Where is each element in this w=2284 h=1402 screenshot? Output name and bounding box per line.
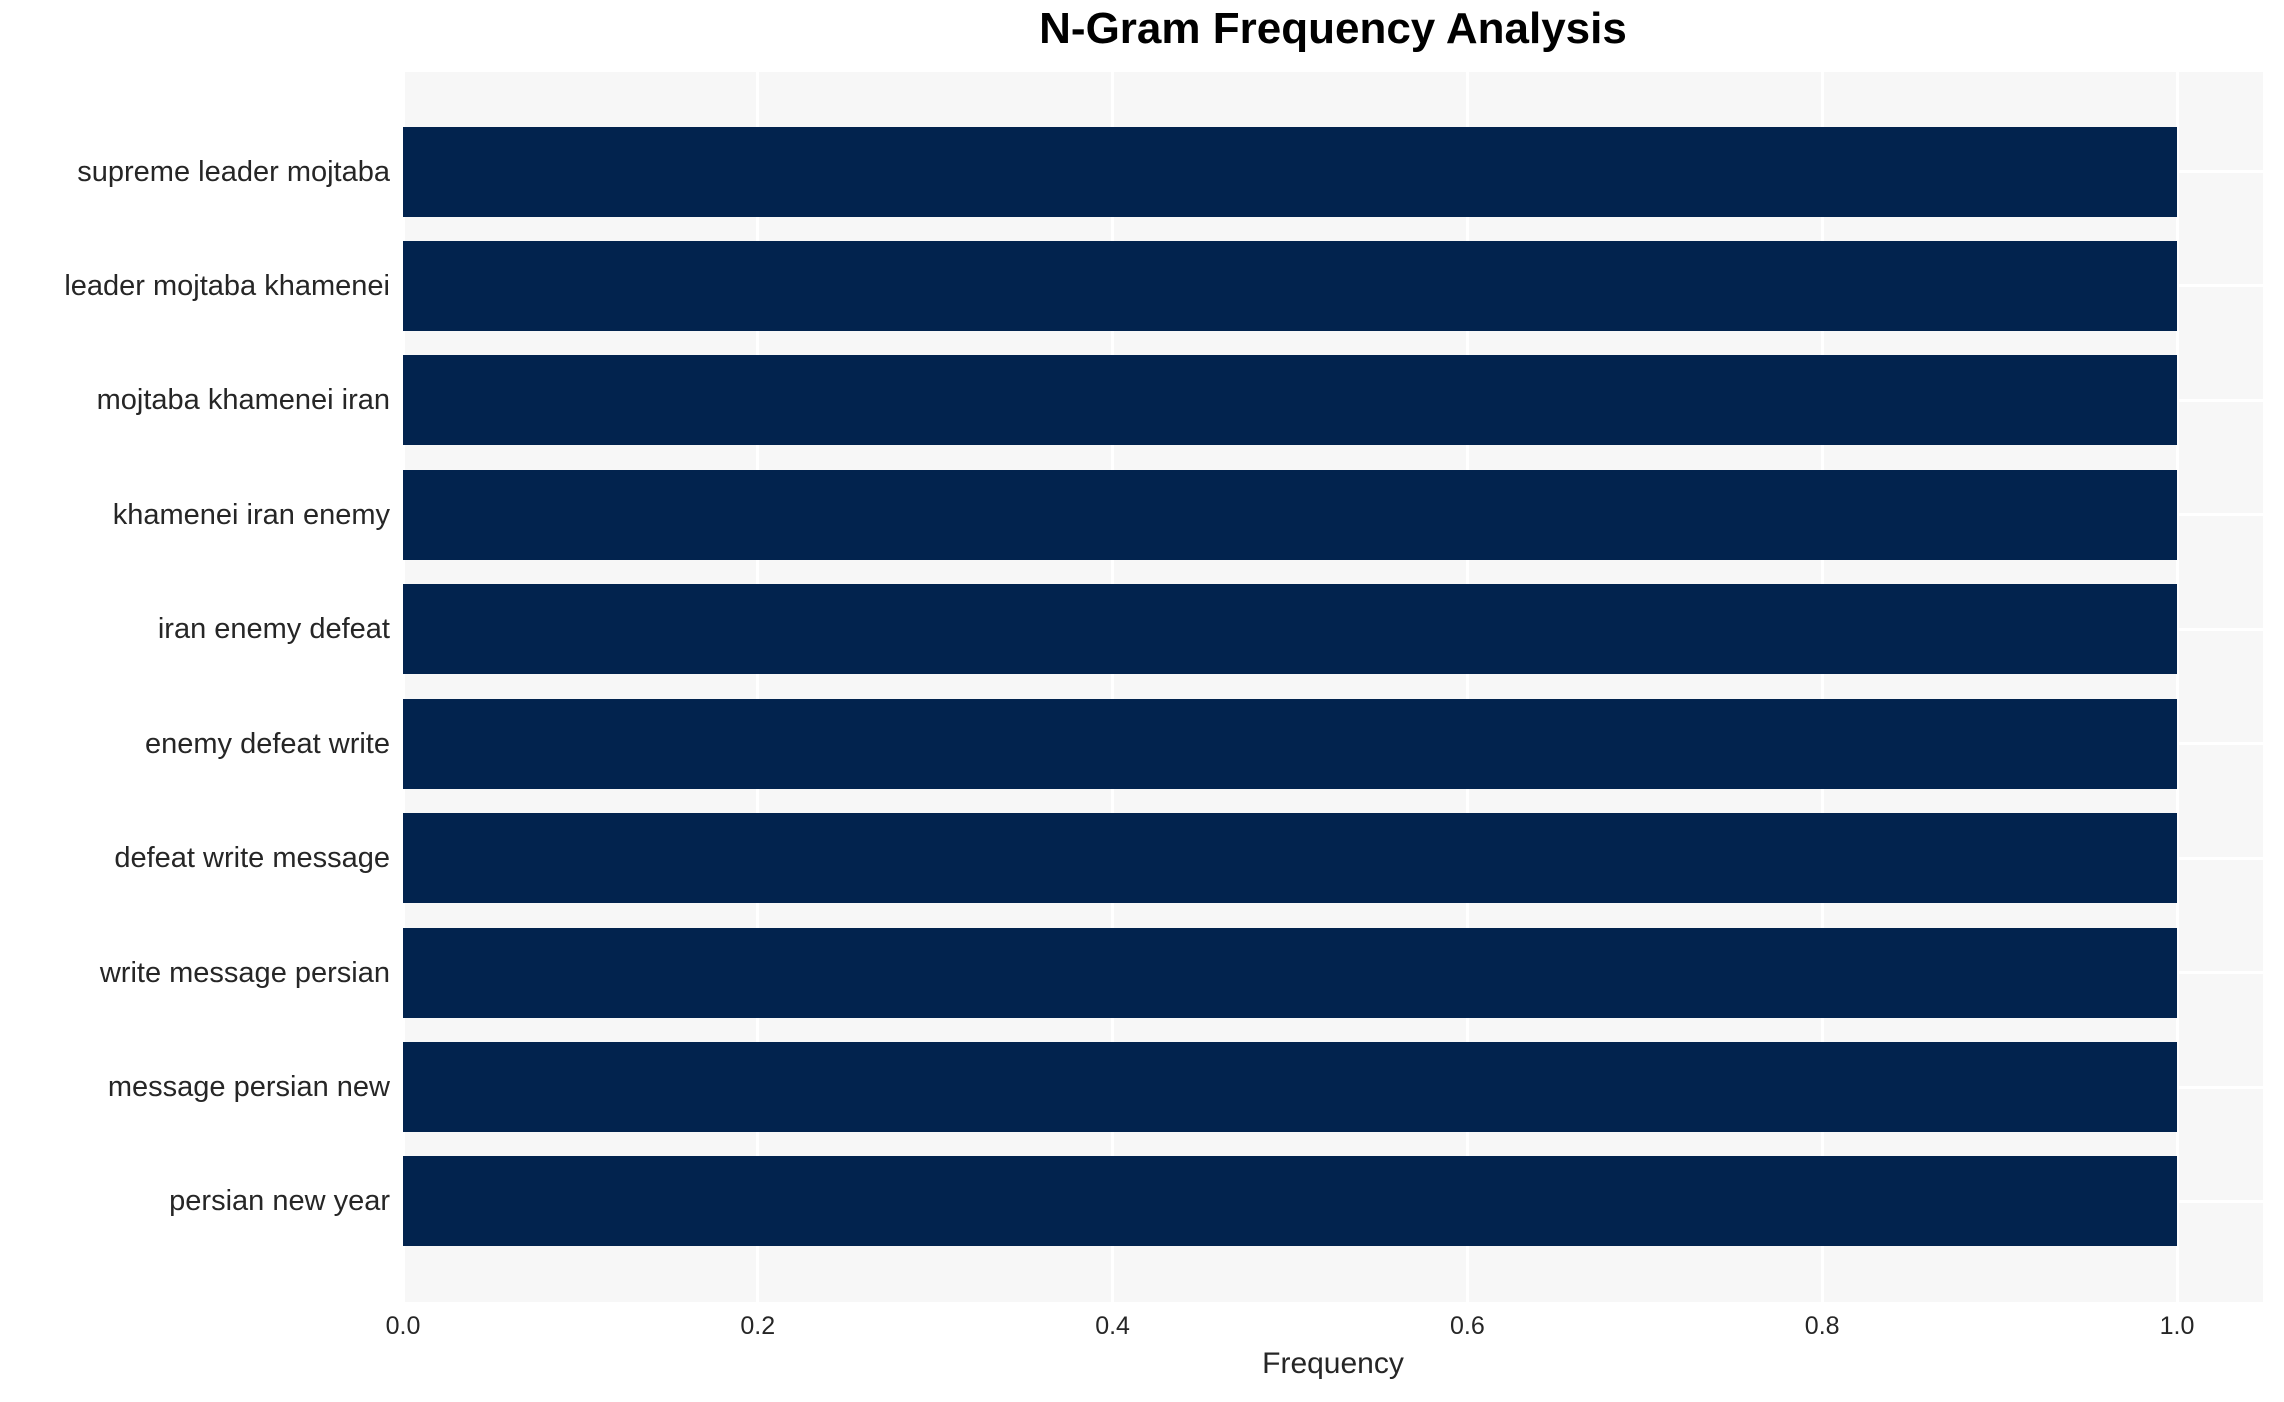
x-gridline [1820, 72, 1824, 1302]
bar-mojtaba-khamenei-iran [403, 355, 2177, 446]
y-tick-label: message persian new [107, 1071, 390, 1104]
x-gridline [1465, 72, 1469, 1302]
x-tick-label: 1.0 [2159, 1312, 2195, 1340]
bar-iran-enemy-defeat [403, 584, 2177, 675]
y-tick-label: mojtaba khamenei iran [96, 384, 390, 417]
x-tick-label: 0.4 [1095, 1312, 1130, 1340]
y-tick-label: defeat write message [114, 842, 390, 875]
plot-area [401, 72, 2263, 1302]
x-gridline [756, 72, 760, 1302]
bar-khamenei-iran-enemy [403, 469, 2177, 560]
bar-leader-mojtaba-khamenei [403, 240, 2177, 331]
x-tick-label: 0.6 [1450, 1312, 1485, 1340]
y-tick-label: persian new year [169, 1185, 390, 1218]
bar-supreme-leader-mojtaba [403, 126, 2177, 217]
chart-title: N-Gram Frequency Analysis [1039, 4, 1627, 53]
y-tick-label: khamenei iran enemy [112, 498, 390, 531]
bar-message-persian-new [403, 1042, 2177, 1133]
y-tick-label: enemy defeat write [144, 727, 390, 760]
x-axis-title: Frequency [1262, 1347, 1404, 1380]
bar-write-message-persian [403, 927, 2177, 1018]
y-tick-label: iran enemy defeat [157, 613, 390, 646]
x-gridline [1111, 72, 1115, 1302]
bar-persian-new-year [403, 1156, 2177, 1247]
x-gridline [2175, 72, 2179, 1302]
bar-defeat-write-message [403, 813, 2177, 904]
x-tick-label: 0.8 [1804, 1312, 1840, 1340]
y-tick-label: write message persian [99, 956, 390, 989]
bar-enemy-defeat-write [403, 698, 2177, 789]
x-gridline [401, 72, 405, 1302]
x-tick-label: 0.0 [385, 1312, 421, 1340]
x-tick-label: 0.2 [740, 1312, 776, 1340]
y-tick-label: supreme leader mojtaba [77, 155, 390, 188]
y-tick-label: leader mojtaba khamenei [64, 269, 390, 302]
